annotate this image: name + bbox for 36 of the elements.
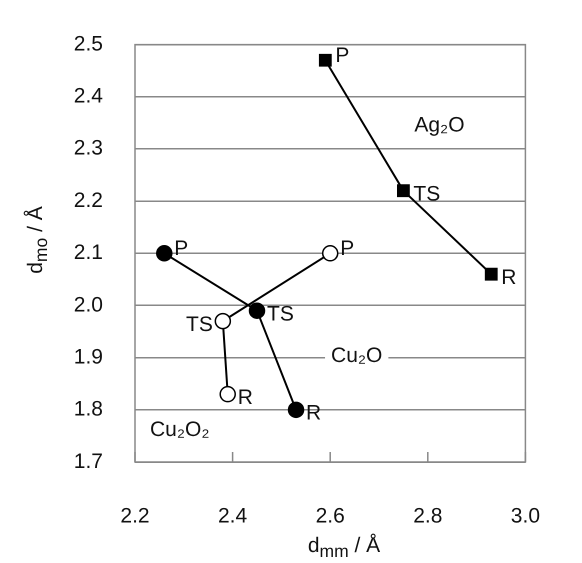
annotation: R [238, 386, 253, 409]
x-tick-label: 2.8 [413, 504, 442, 528]
point [219, 386, 236, 402]
x-tick-label: 2.4 [218, 504, 248, 528]
point [214, 312, 232, 330]
annotation: TS [267, 302, 294, 326]
y-tick-label: 2.0 [74, 293, 103, 316]
point [318, 54, 332, 67]
x-axis-title: d$_{mm}$ / Å [308, 534, 380, 562]
text: Cu₂O [331, 344, 382, 368]
y-tick-label: 2.1 [74, 241, 103, 264]
annotation: R [501, 266, 516, 289]
annotation: P [340, 237, 354, 260]
y-tick-label: 2.5 [74, 32, 103, 56]
x-tick-label: 2.2 [120, 504, 150, 528]
annotation: P [174, 237, 188, 260]
x-tick-label: 3.0 [510, 504, 540, 528]
y-tick-label: 2.2 [74, 188, 103, 212]
annotation: TS [413, 182, 440, 206]
y-tick-label: 2.3 [74, 136, 103, 160]
y-tick-label: 1.7 [74, 450, 103, 473]
point [156, 245, 173, 262]
annotation: P [335, 44, 350, 68]
point [484, 268, 498, 281]
annotation: R [306, 402, 322, 425]
y-tick-label: 1.9 [74, 345, 103, 368]
point [248, 302, 266, 319]
point [396, 184, 410, 198]
y-tick-label: 2.4 [74, 84, 104, 108]
x-tick-label: 2.6 [316, 504, 345, 528]
annotation: TS [186, 312, 213, 336]
series-label: Ag₂O [414, 113, 465, 136]
point [288, 402, 304, 418]
point [322, 245, 338, 262]
series-label: Cu₂O₂ [150, 418, 210, 441]
y-tick-label: 1.8 [74, 398, 103, 421]
